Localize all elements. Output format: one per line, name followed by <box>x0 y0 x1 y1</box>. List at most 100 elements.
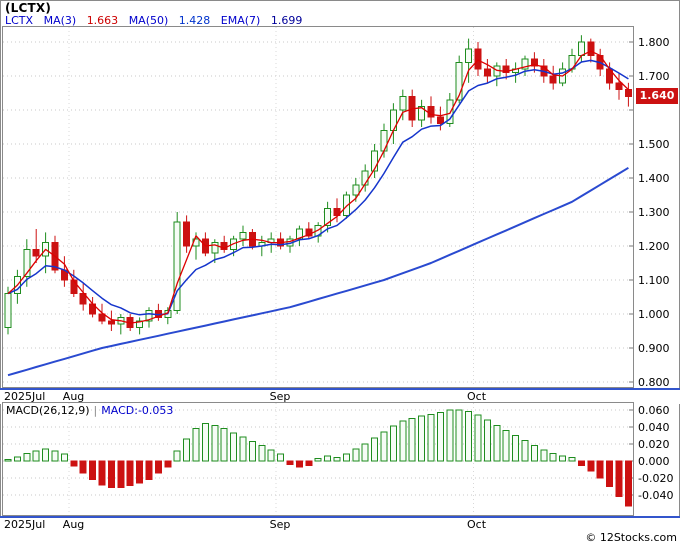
month-label: 2025Jul <box>4 518 46 531</box>
candle-down <box>32 248 40 257</box>
macd-bar-positive <box>324 455 332 462</box>
macd-bar-positive <box>418 415 426 462</box>
svg-text:1.500: 1.500 <box>638 138 670 151</box>
svg-text:0.020: 0.020 <box>638 438 670 451</box>
svg-text:1.000: 1.000 <box>638 308 670 321</box>
macd-bar-positive <box>267 449 275 462</box>
price-gridlines <box>3 27 634 385</box>
month-label: Sep <box>269 390 291 403</box>
macd-bar-negative <box>295 460 303 468</box>
macd-bar-positive <box>483 419 491 462</box>
candle-up <box>342 194 350 216</box>
candle-down <box>502 65 510 74</box>
candle-up <box>4 293 12 329</box>
macd-bar-negative <box>136 460 144 484</box>
ema7-value: 1.699 <box>270 14 303 27</box>
macd-bar-negative <box>624 460 632 507</box>
candle-up <box>455 61 463 101</box>
macd-legend: MACD(26,12,9) | MACD:-0.053 <box>6 404 173 417</box>
macd-bar-positive <box>427 413 435 462</box>
candle-up <box>371 150 379 172</box>
macd-bar-positive <box>32 450 40 462</box>
macd-bar-positive <box>13 456 21 462</box>
macd-bar-negative <box>596 460 604 479</box>
macd-bar-positive <box>230 432 238 462</box>
svg-text:0.060: 0.060 <box>638 404 670 417</box>
candle-down <box>220 242 228 250</box>
macd-bar-positive <box>446 409 454 462</box>
ma3-label: MA(3) <box>43 14 77 27</box>
candle-up <box>352 184 360 196</box>
macd-bar-positive <box>192 428 200 462</box>
macd-bar-negative <box>606 460 614 487</box>
macd-bar-negative <box>286 460 294 465</box>
candle-down <box>530 58 538 67</box>
svg-text:1.400: 1.400 <box>638 172 670 185</box>
ma3-value: 1.663 <box>86 14 119 27</box>
candle-up <box>211 242 219 254</box>
candle-up <box>577 41 585 57</box>
candle-down <box>79 293 87 305</box>
price-chart: 1.800 1.700 1.500 1.400 1.300 1.200 1.100 1.000… <box>2 26 670 388</box>
svg-text:1.800: 1.800 <box>638 36 670 49</box>
candle-up <box>239 231 247 240</box>
macd-bar-positive <box>42 448 50 462</box>
macd-bar-positive <box>183 438 191 462</box>
candle-up <box>23 248 31 278</box>
macd-bar-positive <box>352 448 360 462</box>
ma50-value: 1.428 <box>178 14 211 27</box>
macd-bar-positive <box>474 414 482 462</box>
chart-title: (LCTX) <box>5 1 52 15</box>
macd-bar-negative <box>126 460 134 487</box>
month-label: 2025Jul <box>4 390 46 403</box>
month-label: Sep <box>269 518 291 531</box>
candle-up <box>521 58 529 70</box>
month-label: Oct <box>467 518 487 531</box>
candle-up <box>418 106 426 121</box>
macd-bar-positive <box>549 452 557 462</box>
macd-bar-negative <box>70 460 78 467</box>
last-price-badge: 1.640 <box>636 88 678 105</box>
candle-down <box>615 82 623 91</box>
macd-params-label: MACD(26,12,9) <box>6 404 90 417</box>
macd-bar-positive <box>51 450 59 462</box>
macd-bar-positive <box>371 437 379 462</box>
ma50-line <box>7 166 629 377</box>
macd-bar-positive <box>314 457 322 462</box>
ma50-label: MA(50) <box>128 14 169 27</box>
candles <box>4 35 632 335</box>
ticker-symbol: LCTX <box>5 14 34 27</box>
macd-bar-positive <box>211 424 219 462</box>
macd-bar-positive <box>342 453 350 462</box>
macd-bar-positive <box>277 453 285 462</box>
price-x-axis: 2025Jul Aug Sep Oct <box>0 388 680 404</box>
candle-down <box>333 208 341 216</box>
ema7-line <box>7 59 629 316</box>
candle-down <box>474 48 482 70</box>
macd-bar-positive <box>380 431 388 462</box>
ema7-label: EMA(7) <box>220 14 261 27</box>
candle-up <box>465 48 473 63</box>
macd-bar-positive <box>389 425 397 462</box>
macd-bar-positive <box>559 455 567 462</box>
macd-bar-positive <box>436 412 444 462</box>
macd-chart: 0.060 0.040 0.020 0.000 -0.020 -0.040 <box>2 402 673 516</box>
macd-plot-border <box>2 402 634 516</box>
macd-bar-positive <box>201 423 209 462</box>
svg-text:0.000: 0.000 <box>638 455 670 468</box>
candle-down <box>183 221 191 247</box>
candle-up <box>145 310 153 322</box>
macd-bar-negative <box>154 460 162 474</box>
macd-bar-positive <box>220 428 228 462</box>
macd-bar-positive <box>239 436 247 462</box>
svg-text:1.200: 1.200 <box>638 240 670 253</box>
macd-bar-negative <box>305 460 313 466</box>
month-label: Aug <box>62 518 85 531</box>
candle-down <box>483 68 491 77</box>
macd-x-axis: 2025Jul Aug Sep Oct <box>0 516 680 532</box>
macd-bar-negative <box>587 460 595 472</box>
macd-bar-positive <box>502 429 510 462</box>
macd-bar-negative <box>117 460 125 488</box>
ma3-line <box>7 50 629 324</box>
macd-bar-positive <box>60 453 68 462</box>
